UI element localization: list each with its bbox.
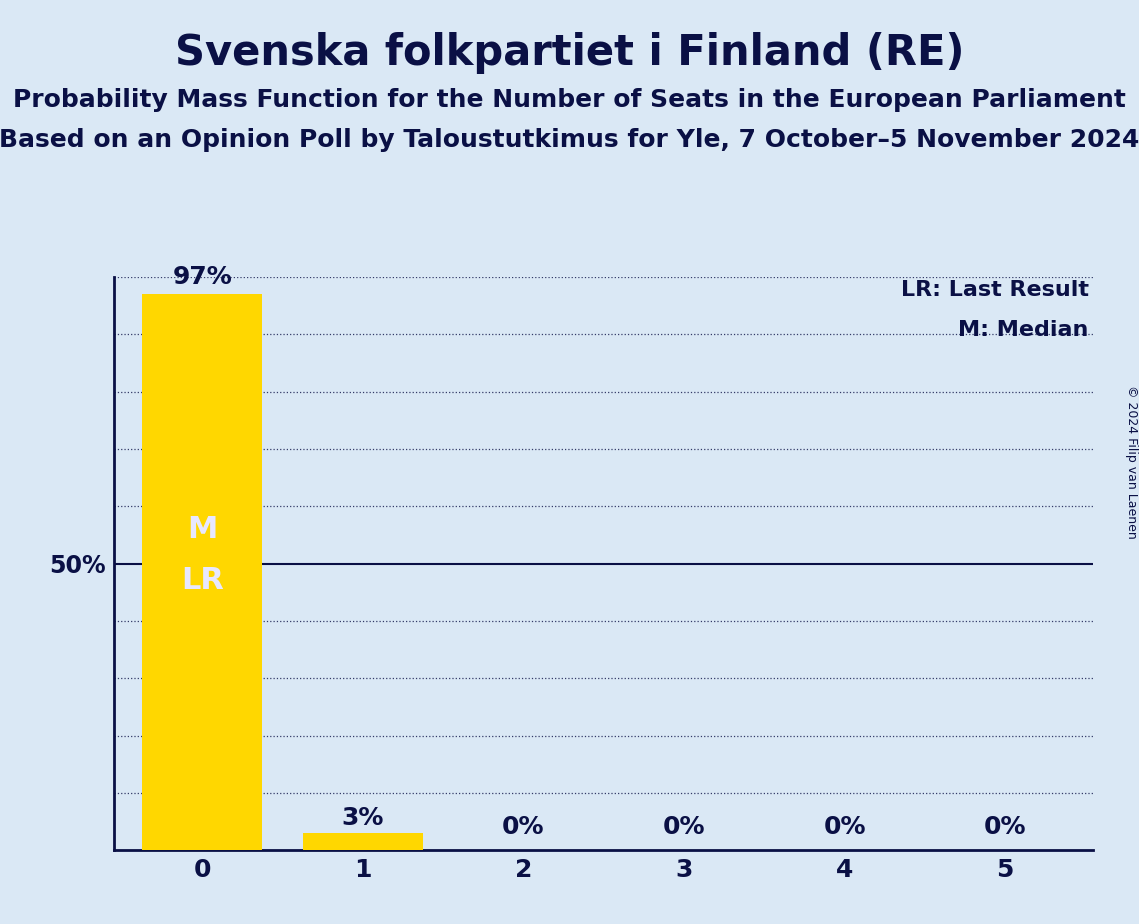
Text: LR: LR: [181, 566, 223, 595]
Text: Svenska folkpartiet i Finland (RE): Svenska folkpartiet i Finland (RE): [174, 32, 965, 74]
Text: 0%: 0%: [502, 815, 544, 839]
Text: 3%: 3%: [342, 806, 384, 830]
Text: 0%: 0%: [823, 815, 866, 839]
Text: M: Median: M: Median: [958, 321, 1089, 340]
Text: © 2024 Filip van Laenen: © 2024 Filip van Laenen: [1124, 385, 1138, 539]
Text: 0%: 0%: [984, 815, 1026, 839]
Text: M: M: [187, 515, 218, 543]
Text: LR: Last Result: LR: Last Result: [901, 280, 1089, 300]
Text: 0%: 0%: [663, 815, 705, 839]
Bar: [303, 833, 423, 850]
Text: Probability Mass Function for the Number of Seats in the European Parliament: Probability Mass Function for the Number…: [13, 88, 1126, 112]
Bar: [142, 295, 262, 850]
Text: Based on an Opinion Poll by Taloustutkimus for Yle, 7 October–5 November 2024: Based on an Opinion Poll by Taloustutkim…: [0, 128, 1139, 152]
Text: 97%: 97%: [172, 264, 232, 288]
